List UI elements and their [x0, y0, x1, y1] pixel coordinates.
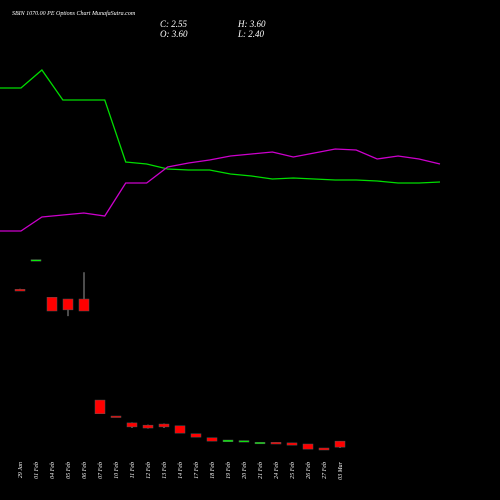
candle-body [142, 424, 154, 429]
x-tick-label: 11 Feb [130, 462, 136, 478]
x-tick-label: 19 Feb [226, 462, 232, 479]
x-tick-label: 20 Feb [242, 462, 248, 479]
candle-body [78, 298, 90, 312]
candle-body [46, 297, 58, 312]
chart-title: SBIN 1070.00 PE Options Chart MunafaSutr… [12, 10, 136, 17]
x-tick-label: 18 Feb [210, 462, 216, 479]
candle-body [126, 422, 138, 428]
candle-body [302, 443, 314, 450]
candle-body [174, 425, 186, 434]
candle-body [30, 259, 42, 262]
x-tick-label: 05 Feb [66, 462, 72, 479]
indicator-line [0, 148, 441, 232]
indicator-line [0, 69, 441, 184]
x-tick-label: 25 Feb [290, 462, 296, 479]
ohlc-label: O: 3.60 [160, 29, 188, 39]
x-tick-label: 07 Feb [98, 462, 104, 479]
x-tick-label: 27 Feb [322, 462, 328, 479]
candle-body [222, 439, 234, 442]
candle-body [254, 442, 266, 445]
candle-body [206, 437, 218, 442]
candle-body [14, 289, 26, 292]
candle-body [190, 433, 202, 438]
x-tick-label: 06 Feb [82, 462, 88, 479]
candle-body [238, 440, 250, 443]
x-tick-label: 03 Mar [338, 461, 344, 479]
candle-body [270, 442, 282, 445]
candle-body [286, 442, 298, 446]
ohlc-label: H: 3.60 [237, 19, 266, 29]
x-tick-label: 04 Feb [49, 462, 56, 479]
candle-body [110, 415, 122, 418]
x-tick-label: 13 Feb [162, 462, 168, 479]
candle-body [334, 440, 346, 448]
ohlc-label: C: 2.55 [160, 19, 188, 29]
x-tick-label: 24 Feb [273, 462, 280, 479]
ohlc-label: L: 2.40 [237, 29, 265, 39]
x-tick-label: 26 Feb [306, 462, 312, 479]
x-tick-label: 12 Feb [146, 462, 152, 479]
candle-body [94, 399, 106, 415]
candle-body [318, 447, 330, 451]
x-tick-label: 01 Feb [34, 462, 40, 479]
candle-body [158, 423, 170, 428]
x-tick-label: 10 Feb [114, 462, 120, 479]
x-tick-label: 14 Feb [177, 462, 184, 479]
x-tick-label: 21 Feb [258, 462, 264, 479]
x-tick-label: 29 Jan [18, 462, 24, 478]
x-tick-label: 17 Feb [194, 462, 200, 479]
candle-body [62, 298, 74, 311]
